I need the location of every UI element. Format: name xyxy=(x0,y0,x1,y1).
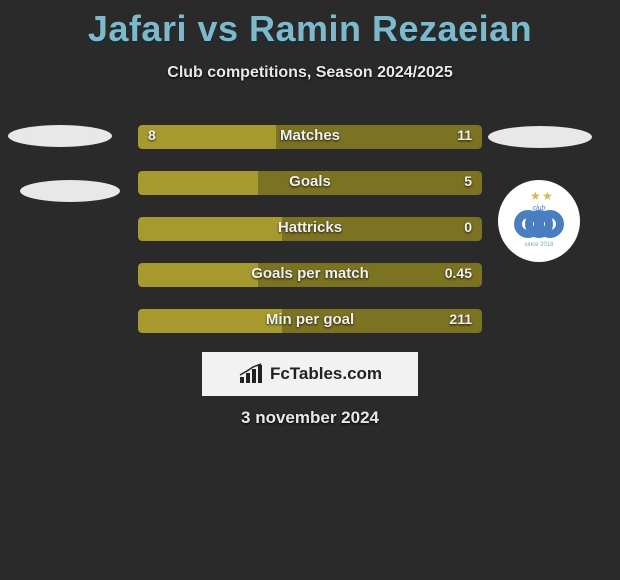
svg-text:★: ★ xyxy=(542,189,553,203)
subtitle: Club competitions, Season 2024/2025 xyxy=(0,64,620,82)
bar-value-right: 5 xyxy=(464,173,472,189)
bar-label: Hattricks xyxy=(138,219,482,236)
stat-row-goals: Goals5 xyxy=(138,171,482,195)
brand-chart-icon xyxy=(238,363,264,385)
comparison-chart: Matches8 11 Goals5 Hattricks0 Goals per matc… xyxy=(138,125,482,355)
bar-label: Goals per match xyxy=(138,265,482,282)
date-text: 3 november 2024 xyxy=(0,408,620,428)
club-badge-icon: ★★clubsince 2018 xyxy=(498,180,580,262)
club-badge: ★★clubsince 2018 xyxy=(498,180,580,262)
bar-value-right: 0.45 xyxy=(445,265,472,281)
svg-text:★: ★ xyxy=(530,189,541,203)
stat-row-goals-per-match: Goals per match0.45 xyxy=(138,263,482,287)
bar-value-right: 211 xyxy=(449,311,472,327)
left-ellipse-1 xyxy=(20,180,120,202)
svg-text:since 2018: since 2018 xyxy=(524,242,554,248)
stat-row-hattricks: Hattricks0 xyxy=(138,217,482,241)
stat-row-min-per-goal: Min per goal211 xyxy=(138,309,482,333)
page-title: Jafari vs Ramin Rezaeian xyxy=(0,0,620,50)
bar-label: Min per goal xyxy=(138,311,482,328)
bar-label: Goals xyxy=(138,173,482,190)
bar-value-right: 0 xyxy=(464,219,472,235)
right-ellipse xyxy=(488,126,592,148)
bar-value-left: 8 xyxy=(148,127,156,143)
bar-value-right: 11 xyxy=(457,127,472,143)
brand-text: FcTables.com xyxy=(270,364,382,384)
bar-label: Matches xyxy=(138,127,482,144)
left-ellipse-0 xyxy=(8,125,112,147)
brand-box: FcTables.com xyxy=(202,352,418,396)
stat-row-matches: Matches8 11 xyxy=(138,125,482,149)
